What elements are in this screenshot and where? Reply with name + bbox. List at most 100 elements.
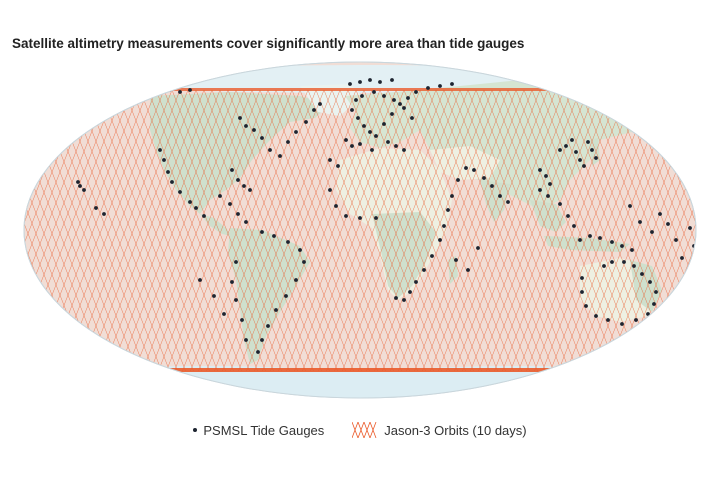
tide-gauge-marker xyxy=(498,194,502,198)
tide-gauge-marker xyxy=(368,78,372,82)
tide-gauge-marker xyxy=(284,294,288,298)
tide-gauge-marker xyxy=(490,184,494,188)
tide-gauge-marker xyxy=(94,206,98,210)
legend: PSMSL Tide Gauges Jason-3 Orbits (10 day… xyxy=(0,422,720,438)
tide-gauge-marker xyxy=(662,324,666,328)
tide-gauge-marker xyxy=(620,244,624,248)
orbit-track-lines xyxy=(24,90,696,371)
tide-gauge-marker xyxy=(162,158,166,162)
tide-gauge-marker xyxy=(464,166,468,170)
tide-gauge-marker xyxy=(304,120,308,124)
tide-gauge-marker xyxy=(242,184,246,188)
tide-gauge-marker xyxy=(548,182,552,186)
tide-gauge-marker xyxy=(680,256,684,260)
tide-gauge-marker xyxy=(620,322,624,326)
tide-gauge-marker xyxy=(456,178,460,182)
tide-gauge-marker xyxy=(582,164,586,168)
tide-gauge-marker xyxy=(622,260,626,264)
tide-gauge-marker xyxy=(358,142,362,146)
tide-gauge-marker xyxy=(188,88,192,92)
tide-gauge-marker xyxy=(676,334,680,338)
tide-gauge-marker xyxy=(482,176,486,180)
tide-gauge-marker xyxy=(202,214,206,218)
south-america xyxy=(228,228,310,364)
tide-gauge-marker xyxy=(658,212,662,216)
tide-gauge-marker xyxy=(586,140,590,144)
tide-gauge-marker xyxy=(438,84,442,88)
tide-gauge-marker xyxy=(654,290,658,294)
tide-gauge-marker xyxy=(408,290,412,294)
tide-gauge-marker xyxy=(158,148,162,152)
tide-gauge-marker xyxy=(382,94,386,98)
tide-gauge-marker xyxy=(266,324,270,328)
tide-gauge-marker xyxy=(406,96,410,100)
tide-gauge-marker xyxy=(234,260,238,264)
tide-gauge-marker xyxy=(650,230,654,234)
tide-gauge-marker xyxy=(572,224,576,228)
tide-gauge-marker xyxy=(392,98,396,102)
tide-gauge-marker xyxy=(358,216,362,220)
tide-gauge-marker xyxy=(228,202,232,206)
tide-gauge-marker xyxy=(634,318,638,322)
tide-gauge-marker xyxy=(244,338,248,342)
tide-gauge-marker xyxy=(178,190,182,194)
tide-gauge-marker xyxy=(564,144,568,148)
legend-item-orbits: Jason-3 Orbits (10 days) xyxy=(352,422,527,438)
tide-gauge-marker xyxy=(544,174,548,178)
tide-gauge-marker xyxy=(286,140,290,144)
tide-gauge-marker xyxy=(438,238,442,242)
tide-gauge-marker xyxy=(652,302,656,306)
tide-gauge-marker xyxy=(378,80,382,84)
tide-gauge-marker xyxy=(450,82,454,86)
tide-gauge-marker xyxy=(170,180,174,184)
tide-gauge-marker xyxy=(394,296,398,300)
tide-gauge-markers xyxy=(76,78,696,354)
tide-gauge-marker xyxy=(598,236,602,240)
tide-gauge-marker xyxy=(374,134,378,138)
tide-gauge-marker xyxy=(318,102,322,106)
tide-gauge-marker xyxy=(454,258,458,262)
tide-gauge-marker xyxy=(472,168,476,172)
tide-gauge-marker xyxy=(260,136,264,140)
tide-gauge-marker xyxy=(372,90,376,94)
tide-gauge-marker xyxy=(286,240,290,244)
tide-gauge-marker xyxy=(506,200,510,204)
greenland xyxy=(300,84,362,116)
tide-gauge-marker xyxy=(328,158,332,162)
tide-gauge-marker xyxy=(580,276,584,280)
tide-gauge-marker xyxy=(82,188,86,192)
legend-orbits-label: Jason-3 Orbits (10 days) xyxy=(384,422,527,438)
tide-gauge-marker xyxy=(234,298,238,302)
tide-gauge-marker xyxy=(648,280,652,284)
tide-gauge-marker xyxy=(410,116,414,120)
tide-gauge-marker xyxy=(602,264,606,268)
tide-gauge-dot-icon xyxy=(193,428,198,432)
tide-gauge-marker xyxy=(344,214,348,218)
tide-gauge-marker xyxy=(578,238,582,242)
central-america xyxy=(200,214,232,236)
tide-gauge-marker xyxy=(394,144,398,148)
tide-gauge-marker xyxy=(252,128,256,132)
tide-gauge-marker xyxy=(476,246,480,250)
tide-gauge-marker xyxy=(584,304,588,308)
tide-gauge-marker xyxy=(688,226,692,230)
tide-gauge-marker xyxy=(574,150,578,154)
tide-gauge-marker xyxy=(348,82,352,86)
tide-gauge-marker xyxy=(166,170,170,174)
tide-gauge-marker xyxy=(422,268,426,272)
tide-gauge-marker xyxy=(588,234,592,238)
north-america xyxy=(150,92,330,214)
tide-gauge-marker xyxy=(430,254,434,258)
tide-gauge-marker xyxy=(654,316,658,320)
tide-gauge-marker xyxy=(610,260,614,264)
tide-gauge-marker xyxy=(570,138,574,142)
tide-gauge-marker xyxy=(218,194,222,198)
tide-gauge-marker xyxy=(312,108,316,112)
tide-gauge-marker xyxy=(294,278,298,282)
tide-gauge-marker xyxy=(244,220,248,224)
tide-gauge-marker xyxy=(260,230,264,234)
legend-item-gauges: PSMSL Tide Gauges xyxy=(193,423,324,438)
tide-gauge-marker xyxy=(386,140,390,144)
tide-gauge-marker xyxy=(628,204,632,208)
tide-gauge-marker xyxy=(358,80,362,84)
